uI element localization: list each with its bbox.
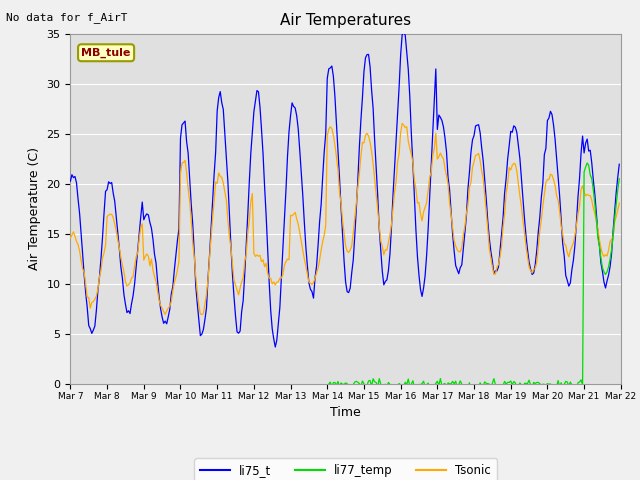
Title: Air Temperatures: Air Temperatures [280,13,411,28]
Y-axis label: Air Temperature (C): Air Temperature (C) [28,147,41,270]
Text: MB_tule: MB_tule [81,48,131,58]
X-axis label: Time: Time [330,406,361,419]
Legend: li75_t, li77_temp, Tsonic: li75_t, li77_temp, Tsonic [195,458,497,480]
Text: No data for f_AirT: No data for f_AirT [6,12,128,23]
